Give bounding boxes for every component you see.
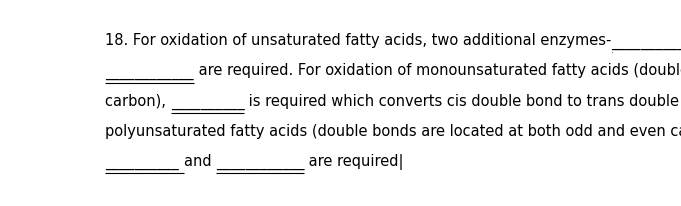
Text: carbon),: carbon), xyxy=(105,94,171,109)
Text: ____________: ____________ xyxy=(105,65,193,80)
Text: is required which converts cis double bond to trans double bond. However, for: is required which converts cis double bo… xyxy=(244,94,681,109)
Text: polyunsaturated fatty acids (double bonds are located at both odd and even carbo: polyunsaturated fatty acids (double bond… xyxy=(105,124,681,139)
Text: and: and xyxy=(184,154,216,169)
Text: __________: __________ xyxy=(105,155,184,170)
Text: are required|: are required| xyxy=(304,154,404,170)
Text: ____________: ____________ xyxy=(216,155,304,170)
Text: ________________: ________________ xyxy=(612,35,681,50)
Text: __________: __________ xyxy=(171,95,244,110)
Text: are required. For oxidation of monounsaturated fatty acids (double bond is at od: are required. For oxidation of monounsat… xyxy=(193,63,681,78)
Text: 18. For oxidation of unsaturated fatty acids, two additional enzymes-: 18. For oxidation of unsaturated fatty a… xyxy=(105,33,612,48)
